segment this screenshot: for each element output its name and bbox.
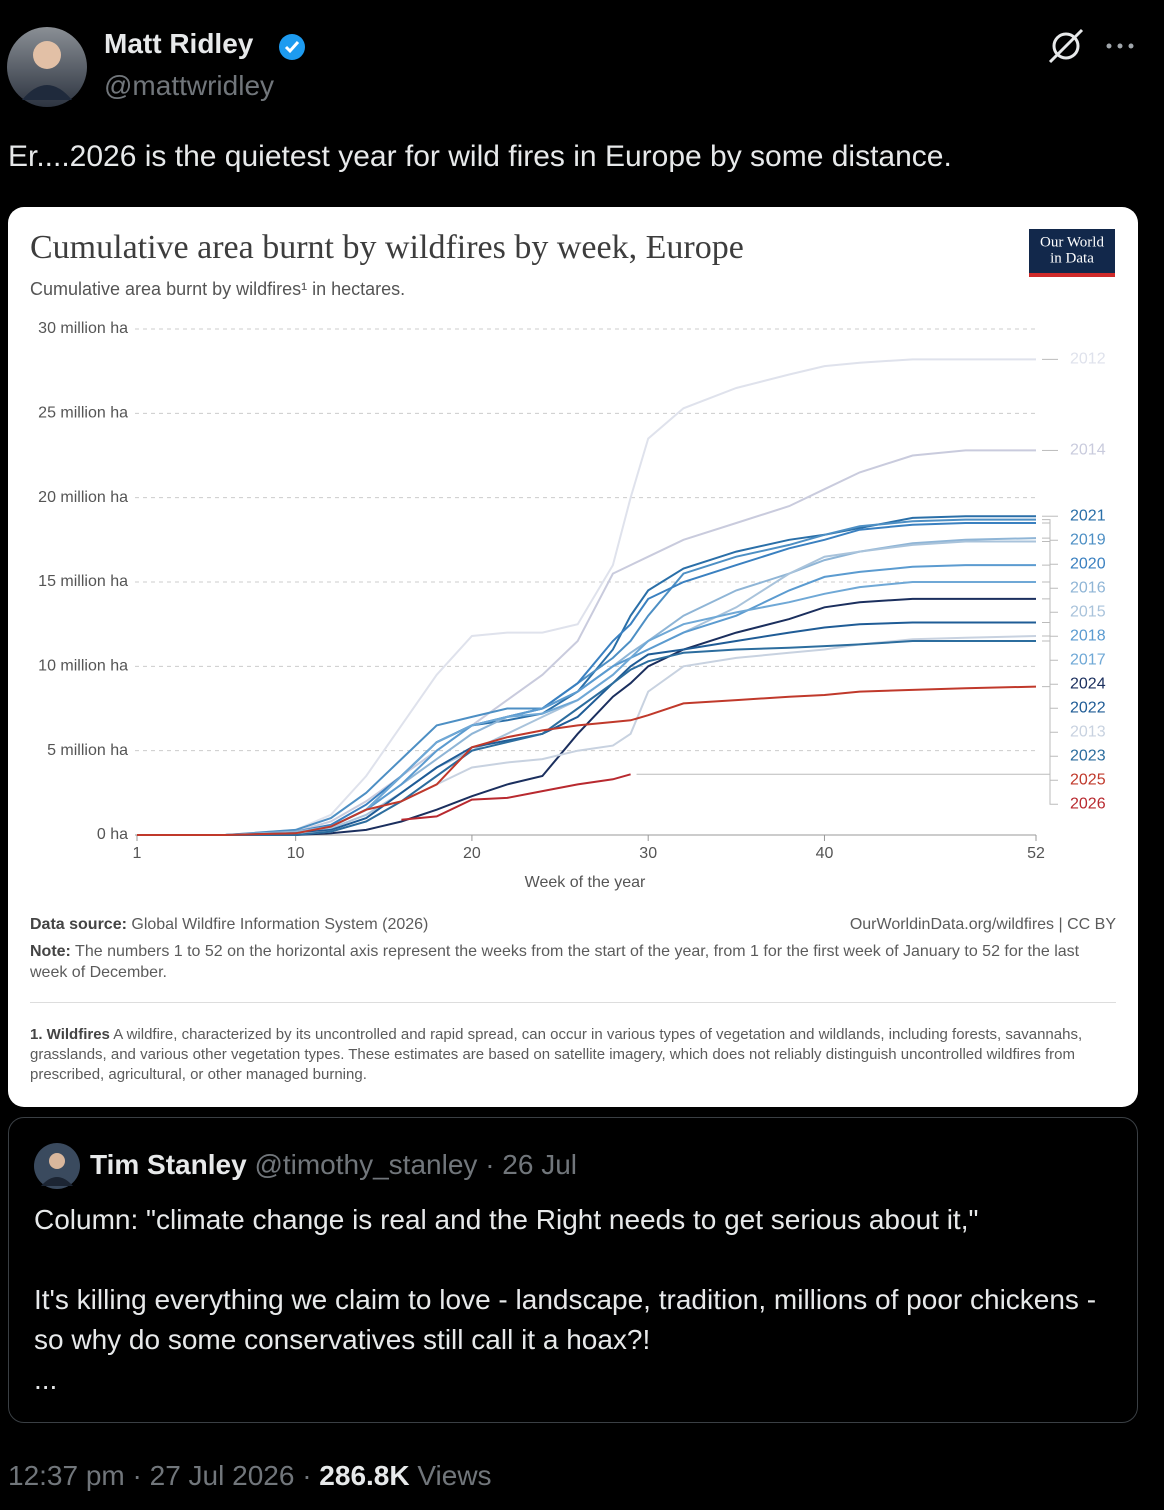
note: Note: The numbers 1 to 52 on the horizon… (30, 941, 1110, 983)
more-menu[interactable] (1106, 43, 1134, 49)
series-line (137, 515, 1036, 836)
series-label: 2018 (1070, 627, 1106, 644)
verified-badge (279, 34, 305, 60)
chart-card[interactable]: Cumulative area burnt by wildfires by we… (8, 207, 1138, 1107)
chart-subtitle: Cumulative area burnt by wildfires¹ in h… (30, 279, 405, 299)
series-line (137, 540, 1036, 836)
quote-paragraph: ... (34, 1364, 58, 1395)
x-tick-label: 1 (133, 845, 142, 862)
label-connector (1042, 686, 1058, 781)
quote-paragraph: Column: "climate change is real and the … (34, 1204, 979, 1235)
quote-meta: Tim Stanley @timothy_stanley · 26 Jul (90, 1149, 577, 1181)
series-label: 2016 (1070, 579, 1106, 596)
footnote-text: A wildfire, characterized by its uncontr… (30, 1026, 1083, 1083)
series-label: 2024 (1070, 675, 1106, 692)
author-handle[interactable]: @mattwridley (104, 70, 275, 101)
tweet-footer: 12:37 pm · 27 Jul 2026 · 286.8K Views (8, 1460, 492, 1492)
series-line (401, 773, 631, 821)
y-tick-label: 10 million ha (38, 658, 128, 675)
y-tick-label: 30 million ha (38, 320, 128, 337)
series-label: 2021 (1070, 507, 1106, 524)
series-line (137, 449, 1036, 836)
series-line (137, 522, 1036, 836)
x-tick-label: 52 (1027, 845, 1045, 862)
series-label: 2022 (1070, 699, 1106, 716)
y-tick-label: 5 million ha (47, 742, 128, 759)
x-tick-label: 10 (287, 845, 305, 862)
y-tick-label: 20 million ha (38, 489, 128, 506)
series-label: 2015 (1070, 603, 1106, 620)
logo-text: in Data (1050, 250, 1094, 266)
series-label: 2017 (1070, 651, 1106, 668)
grok-icon[interactable] (1048, 28, 1084, 64)
note-label: Note: (30, 943, 71, 960)
series-line (137, 621, 1036, 836)
x-tick-label: 20 (463, 845, 481, 862)
header-graphics (7, 27, 1134, 107)
series-line (137, 640, 1036, 836)
source: Data source: Global Wildfire Information… (30, 914, 428, 935)
series-label: 2026 (1070, 795, 1106, 812)
y-tick-label: 15 million ha (38, 573, 128, 590)
views-count: 286.8K (319, 1460, 410, 1491)
chart: Cumulative area burnt by wildfires by we… (30, 229, 1115, 891)
quote-name[interactable]: Tim Stanley (90, 1149, 247, 1180)
series-label: 2019 (1070, 531, 1106, 548)
series-label: 2025 (1070, 771, 1106, 788)
avatar-body (22, 85, 72, 100)
source-text: Global Wildfire Information System (2026… (131, 916, 429, 933)
quote-handle[interactable]: @timothy_stanley (254, 1149, 478, 1180)
series-label: 2012 (1070, 351, 1106, 368)
note-text: The numbers 1 to 52 on the horizontal ax… (30, 943, 1080, 981)
quote-tweet[interactable]: Tim Stanley @timothy_stanley · 26 Jul Co… (8, 1117, 1138, 1423)
chart-title: Cumulative area burnt by wildfires by we… (30, 229, 744, 266)
timestamp[interactable]: 12:37 pm · 27 Jul 2026 · (8, 1460, 312, 1491)
series-line (137, 685, 1037, 836)
y-tick-label: 25 million ha (38, 405, 128, 422)
quote-avatar (34, 1143, 80, 1189)
divider (30, 1002, 1116, 1003)
series-label: 2020 (1070, 555, 1106, 572)
footnote: 1. Wildfires A wildfire, characterized b… (30, 1025, 1116, 1085)
logo-stripe (1029, 273, 1115, 277)
series-label: 2023 (1070, 747, 1106, 764)
quote-paragraph: It's killing everything we claim to love… (34, 1284, 1097, 1355)
quote-body: Column: "climate change is real and the … (34, 1200, 1114, 1440)
author-name[interactable]: Matt Ridley (104, 28, 254, 59)
series-line (137, 358, 1036, 836)
logo-text: Our World (1040, 234, 1104, 250)
series-line (137, 518, 1036, 836)
tweet-text: Er....2026 is the quietest year for wild… (8, 140, 952, 173)
footnote-label: 1. Wildfires (30, 1026, 110, 1043)
series-label: 2013 (1070, 723, 1106, 740)
y-tick-label: 0 ha (97, 826, 128, 843)
series-label: 2014 (1070, 442, 1106, 459)
label-connector (636, 773, 1058, 805)
views-label: Views (417, 1460, 492, 1491)
source-label: Data source: (30, 916, 127, 933)
avatar-face (33, 41, 61, 69)
source-url[interactable]: OurWorldinData.org/wildfires | CC BY (849, 916, 1116, 933)
series-line (137, 564, 1036, 836)
x-tick-label: 40 (816, 845, 834, 862)
series-line (137, 597, 1036, 836)
quote-date: · 26 Jul (485, 1149, 578, 1180)
logo-box (1029, 229, 1115, 277)
x-axis-label: Week of the year (525, 874, 646, 891)
x-tick-label: 30 (639, 845, 657, 862)
